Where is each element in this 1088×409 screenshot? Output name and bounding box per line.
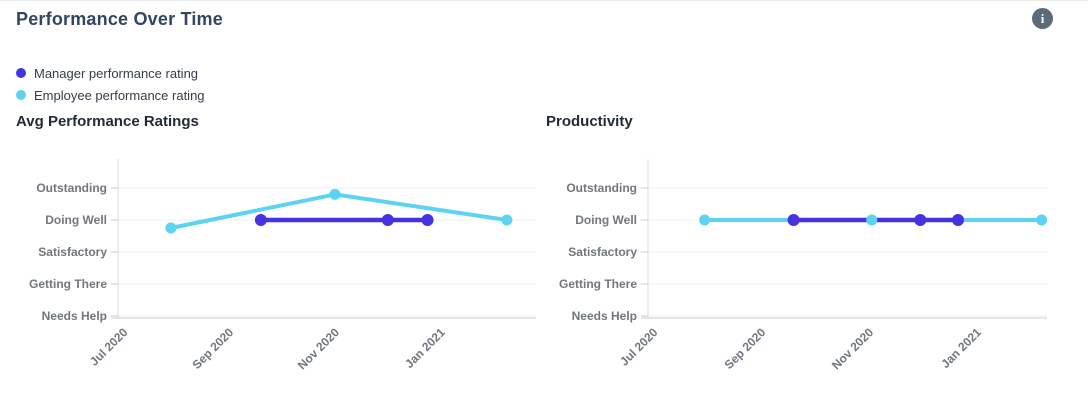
legend-item-employee[interactable]: Employee performance rating bbox=[16, 84, 205, 106]
avg-performance-ratings-chart: Outstanding Doing Well Satisfactory Getting… bbox=[29, 159, 536, 372]
legend-label-employee: Employee performance rating bbox=[34, 87, 205, 103]
data-point-employee[interactable] bbox=[1036, 214, 1048, 226]
legend-label-manager: Manager performance rating bbox=[34, 65, 199, 81]
info-icon[interactable]: i bbox=[1032, 8, 1053, 29]
legend-item-manager[interactable]: Manager performance rating bbox=[16, 62, 205, 84]
legend: Manager performance rating Employee perf… bbox=[16, 62, 205, 106]
page-title: Performance Over Time bbox=[16, 9, 223, 29]
data-point-employee[interactable] bbox=[165, 222, 177, 234]
x-axis-label: Nov 2020 bbox=[295, 325, 342, 372]
y-axis-label: Needs Help bbox=[572, 309, 637, 323]
x-axis-label: Nov 2020 bbox=[829, 325, 876, 372]
y-axis-label: Needs Help bbox=[42, 309, 107, 323]
x-axis-label: Jul 2020 bbox=[617, 325, 661, 369]
data-point-manager[interactable] bbox=[254, 214, 267, 226]
y-axis-label: Outstanding bbox=[36, 181, 107, 195]
x-axis-label: Jan 2021 bbox=[402, 325, 448, 371]
y-axis-label: Satisfactory bbox=[38, 245, 107, 259]
chart-title-productivity: Productivity bbox=[546, 113, 633, 130]
data-point-manager[interactable] bbox=[952, 214, 965, 226]
y-axis-label: Getting There bbox=[559, 277, 637, 291]
data-point-manager[interactable] bbox=[787, 214, 800, 226]
data-point-employee[interactable] bbox=[866, 214, 878, 226]
productivity-chart: Outstanding Doing Well Satisfactory Getting… bbox=[559, 159, 1048, 372]
data-point-employee[interactable] bbox=[699, 214, 711, 226]
data-point-employee[interactable] bbox=[501, 214, 513, 226]
x-axis-label: Jul 2020 bbox=[87, 325, 131, 369]
y-axis-label: Doing Well bbox=[45, 213, 107, 227]
legend-dot-manager bbox=[16, 68, 26, 78]
y-axis-label: Outstanding bbox=[566, 181, 637, 195]
x-axis-label: Sep 2020 bbox=[190, 325, 237, 372]
y-axis-label: Getting There bbox=[29, 277, 107, 291]
data-point-employee[interactable] bbox=[329, 188, 341, 200]
data-point-manager[interactable] bbox=[421, 214, 434, 226]
info-icon-glyph: i bbox=[1040, 11, 1045, 26]
data-point-manager[interactable] bbox=[914, 214, 927, 226]
y-axis-label: Doing Well bbox=[575, 213, 637, 227]
data-point-manager[interactable] bbox=[381, 214, 394, 226]
series-line-employee bbox=[168, 192, 509, 230]
chart-title-avg-performance-ratings: Avg Performance Ratings bbox=[16, 113, 199, 130]
x-axis-label: Jan 2021 bbox=[938, 325, 984, 371]
legend-dot-employee bbox=[16, 90, 26, 100]
x-axis-label: Sep 2020 bbox=[722, 325, 769, 372]
y-axis-label: Satisfactory bbox=[568, 245, 637, 259]
